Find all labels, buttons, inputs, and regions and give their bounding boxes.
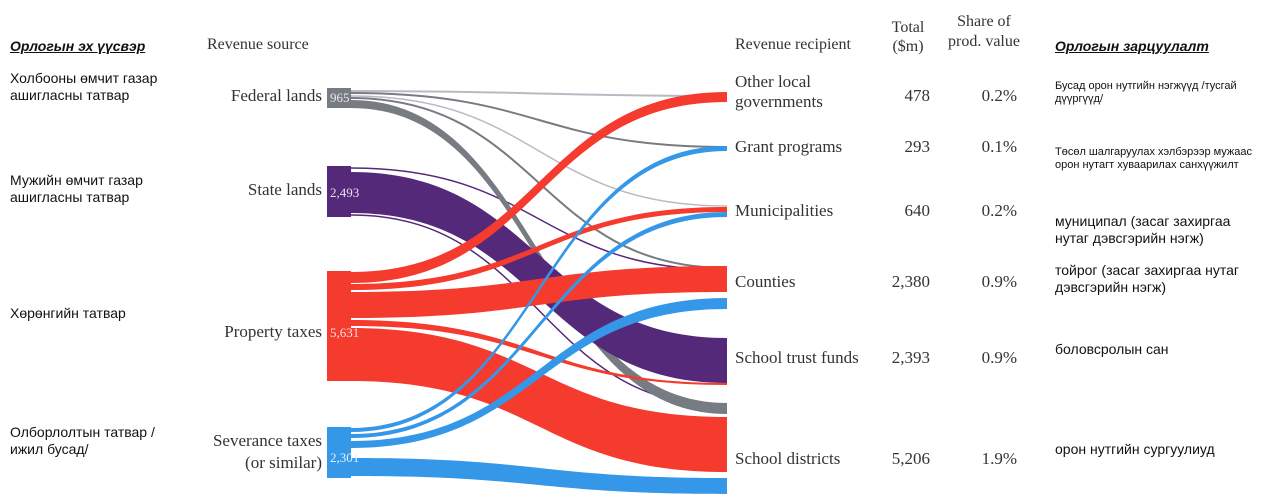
source-node-property: [327, 271, 351, 381]
source-label-severance: Severance taxes (or similar): [150, 430, 322, 474]
total-grant: 293: [904, 137, 931, 156]
recipient-label-counties: Counties: [735, 272, 796, 291]
right-item-grant: Төсөл шалгаруулах хэлбэрээр мужаас орон …: [1055, 146, 1253, 171]
share-trust: 0.9%: [981, 348, 1017, 367]
flow-severance-grant: [351, 146, 727, 432]
flow-property-other: [351, 92, 727, 283]
recipient-label-other-line-2: governments: [735, 92, 823, 111]
left-item-property: Хөрөнгийн татвар: [10, 305, 126, 321]
recipient-label-other-line-1: Other local: [735, 72, 811, 91]
source-label-property: Property taxes: [224, 322, 322, 341]
source-value-severance: 2,301: [330, 450, 360, 465]
share-districts: 1.9%: [981, 449, 1017, 468]
share-header: Share of prod. value: [942, 12, 1026, 52]
left-item-state: Мужийн өмчит газар ашигласны татвар: [10, 172, 143, 205]
share-header-line-2: prod. value: [948, 33, 1020, 50]
flow-property-counties: [351, 266, 727, 318]
total-trust: 2,393: [891, 348, 930, 367]
total-districts: 5,206: [891, 449, 930, 468]
right-item-other: Бусад орон нутгийн нэгжүүд /тусгай дүүрг…: [1055, 80, 1237, 105]
source-value-federal: 965: [330, 90, 350, 105]
source-node-federal: [327, 88, 351, 108]
flow-property-muni: [351, 207, 727, 290]
recipient-header: Revenue recipient: [735, 36, 851, 53]
flow-property-trust: [351, 320, 727, 385]
source-header: Revenue source: [207, 36, 309, 53]
source-node-state: [327, 166, 351, 217]
share-header-line-1: Share of: [957, 13, 1011, 30]
source-value-state: 2,493: [330, 185, 360, 200]
recipient-label-trust: School trust funds: [735, 348, 859, 367]
total-counties: 2,380: [891, 272, 930, 291]
recipient-label-grant: Grant programs: [735, 137, 843, 156]
flow-federal-grant: [350, 92, 728, 148]
flow-severance-districts: [351, 458, 727, 494]
source-label-severance-line-2: (or similar): [245, 453, 322, 472]
flow-state-trust: [351, 172, 727, 383]
total-other: 478: [904, 86, 931, 105]
left-panel-header: Орлогын эх үүсвэр: [10, 38, 146, 54]
left-item-severance: Олборлолтын татвар /ижил бусад/: [10, 424, 155, 457]
right-item-trust: боловсролын сан: [1055, 341, 1169, 357]
source-label-state: State lands: [247, 180, 322, 199]
share-muni: 0.2%: [981, 201, 1017, 220]
left-item-federal: Холбооны өмчит газар ашигласны татвар: [10, 70, 158, 103]
total-header-line-2: ($m): [892, 38, 924, 55]
recipient-label-other: Other local governments: [735, 72, 823, 112]
share-other: 0.2%: [981, 86, 1017, 105]
recipient-label-muni: Municipalities: [735, 201, 834, 220]
right-item-districts: орон нутгийн сургуулиуд: [1055, 441, 1215, 457]
source-label-severance-line-1: Severance taxes: [212, 431, 322, 450]
total-header-line-1: Total: [891, 19, 925, 36]
total-muni: 640: [904, 201, 931, 220]
source-label-federal: Federal lands: [230, 86, 322, 105]
total-header: Total ($m): [883, 18, 933, 56]
right-item-counties: тойрог (засаг захиргаа нутаг дэвсгэрийн …: [1055, 262, 1240, 295]
right-item-muni: муниципал (засаг захиргаа нутаг дэвсгэри…: [1055, 213, 1231, 246]
flow-federal-other: [350, 90, 728, 97]
recipient-label-districts: School districts: [735, 449, 841, 468]
flow-severance-muni: [351, 212, 727, 438]
right-panel-header: Орлогын зарцуулалт: [1055, 38, 1209, 54]
flow-property-districts: [351, 328, 727, 472]
flow-severance-counties: [351, 298, 727, 448]
flow-state-counties: [350, 167, 728, 271]
share-grant: 0.1%: [981, 137, 1017, 156]
source-value-property: 5,631: [330, 325, 360, 340]
share-counties: 0.9%: [981, 272, 1017, 291]
source-node-severance: [327, 427, 351, 478]
flow-federal-muni: [350, 95, 728, 207]
